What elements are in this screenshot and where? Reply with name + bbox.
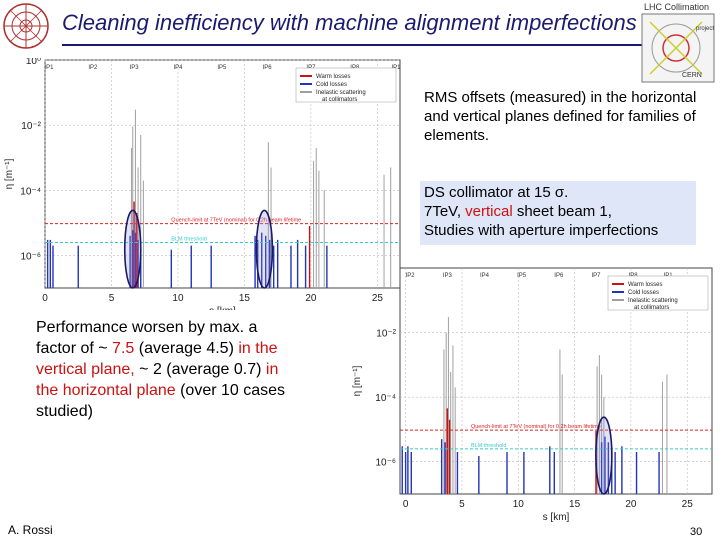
ip-label: IP5 [217, 65, 227, 71]
settings-line-2-pre: 7TeV, [424, 203, 466, 220]
x-tick-label: 20 [625, 499, 637, 510]
ip-label: IP4 [173, 65, 183, 71]
page-number: 30 [690, 526, 703, 538]
settings-plane-highlight: vertical [465, 203, 513, 220]
ip-label: IP2 [406, 273, 416, 279]
performance-summary: Performance worsen by max. a factor of ~… [36, 317, 298, 422]
ip-label: IP6 [263, 65, 273, 71]
x-tick-label: 25 [682, 499, 694, 510]
ip-label: IP5 [517, 273, 527, 279]
cern-logo [3, 3, 49, 49]
ip-label: IP4 [480, 273, 490, 279]
summary-horizontal-plane: in the horizontal plane [36, 361, 279, 399]
y-tick-label: 10⁰ [26, 58, 41, 67]
y-tick-label: 10⁻² [21, 121, 41, 132]
x-tick-label: 10 [172, 293, 184, 304]
x-tick-label: 15 [239, 293, 251, 304]
legend-label: Cold losses [316, 82, 347, 88]
cern-logo-text: CERN [682, 72, 702, 79]
loss-map-chart-1: 10⁰ 10⁻² 10⁻⁴ 10⁻⁶ 0 5 10 15 20 25 IP1 IP2 IP3 IP4 IP5… [4, 58, 402, 310]
legend-label: at collimators [322, 97, 357, 103]
legend-label: Inelastic scattering [628, 298, 678, 304]
legend-label: Warm losses [316, 74, 350, 80]
rms-offsets-note: RMS offsets (measured) in the horizontal… [424, 89, 697, 144]
x-tick-label: 15 [569, 499, 581, 510]
x-axis-label: s [km] [543, 512, 570, 523]
legend-label: at collimators [634, 305, 669, 311]
legend-label: Inelastic scattering [316, 90, 366, 96]
settings-line-2-post: sheet beam 1, [512, 203, 612, 220]
x-tick-label: 5 [459, 499, 465, 510]
page-title: Cleaning inefficiency with machine align… [62, 10, 637, 35]
y-tick-label: 10⁻⁶ [375, 458, 396, 469]
ip-label: IP7 [591, 273, 601, 279]
x-tick-label: 0 [42, 293, 48, 304]
quench-limit-label: Quench-limit at 7TeV (nominal) for 0.2h … [471, 424, 601, 430]
loss-map-chart-2: 10⁻² 10⁻⁴ 10⁻⁶ 0 5 10 15 20 25 IP2 IP3 IP4 IP5 IP6 IP7… [352, 267, 713, 523]
blm-threshold-label: BLM threshold [171, 236, 206, 242]
lhc-collimation-logo: LHC Collimation project CERN [638, 0, 718, 84]
ip-label: IP3 [130, 65, 140, 71]
blm-threshold-label: BLM threshold [471, 443, 506, 449]
lhc-logo-graphic [641, 13, 715, 83]
legend-label: Warm losses [628, 282, 662, 288]
summary-vertical-plane: in the vertical plane, [36, 340, 278, 378]
lhc-logo-subtitle: project [696, 26, 715, 32]
highlight-ellipse [123, 209, 142, 289]
summary-max-factor: 7.5 [112, 340, 135, 357]
summary-text-3: ~ 2 (average 0.7) [134, 361, 266, 378]
simulation-settings-box: DS collimator at 15 σ. 7TeV, vertical sh… [420, 181, 696, 245]
highlight-ellipse [255, 209, 274, 289]
legend-box [607, 275, 709, 311]
legend-label: Cold losses [628, 290, 659, 296]
title-divider [62, 44, 654, 46]
x-tick-label: 5 [109, 293, 115, 304]
y-tick-label: 10⁻² [376, 329, 396, 340]
legend-box [295, 67, 397, 103]
settings-line-3: Studies with aperture imperfections [424, 222, 659, 239]
x-tick-label: 20 [305, 293, 317, 304]
y-axis-label: η [m⁻¹] [352, 365, 363, 396]
lhc-logo-title: LHC Collimation [644, 2, 710, 12]
quench-limit-label: Quench-limit at 7TeV (nominal) for 0.2h … [171, 218, 301, 224]
settings-line-1: DS collimator at 15 σ. [424, 184, 569, 201]
summary-text-2: (average 4.5) [134, 340, 239, 357]
x-tick-label: 25 [372, 293, 384, 304]
y-tick-label: 10⁻⁴ [20, 186, 41, 197]
y-tick-label: 10⁻⁴ [375, 393, 396, 404]
ip-label: IP6 [554, 273, 564, 279]
y-tick-label: 10⁻⁶ [20, 251, 41, 262]
y-axis-label: η [m⁻¹] [4, 158, 15, 189]
x-tick-label: 0 [403, 499, 409, 510]
ip-label: IP1 [392, 65, 402, 71]
x-axis-label: s [km] [209, 306, 236, 310]
author-footer: A. Rossi [8, 523, 53, 537]
x-tick-label: 10 [513, 499, 525, 510]
ip-label: IP3 [443, 273, 453, 279]
summary-text-4: (over 10 cases studied) [36, 382, 286, 420]
settings-line-2: 7TeV, vertical sheet beam 1, [424, 202, 692, 221]
ip-label: IP1 [44, 65, 54, 71]
ip-label: IP2 [88, 65, 98, 71]
highlight-ellipse [595, 416, 613, 495]
summary-text-1: Performance worsen by max. a factor of ~ [36, 319, 258, 357]
